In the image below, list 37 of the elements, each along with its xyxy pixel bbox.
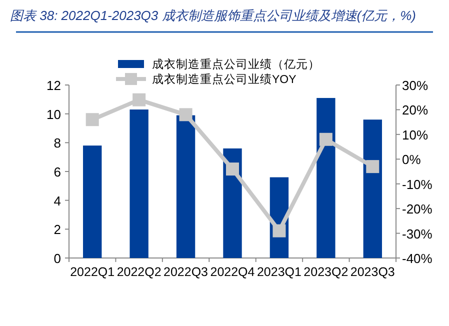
x-tick-label: 2022Q2: [116, 265, 162, 279]
y-tick-label: 10: [46, 106, 61, 122]
y2-tick-label: -40%: [402, 251, 433, 266]
point: [366, 160, 380, 174]
y-tick-label: 6: [54, 164, 61, 180]
y2-tick-label: 10%: [402, 127, 428, 142]
point: [132, 93, 146, 106]
bar: [176, 115, 196, 258]
y2-tick-label: -20%: [402, 202, 433, 217]
chart-title: 图表 38: 2022Q1-2023Q3 成衣制造服饰重点公司业绩及增速(亿元，%): [10, 8, 416, 23]
bar: [130, 110, 148, 258]
y2-tick-label: 0%: [402, 152, 422, 168]
y-tick-label: 8: [54, 136, 61, 151]
legend-label: 成衣制造重点公司业绩YOY: [152, 72, 297, 86]
x-tick-label: 2023Q1: [256, 265, 302, 279]
y-tick-label: 0: [54, 251, 61, 266]
y2-tick-label: 20%: [402, 102, 428, 118]
x-tick-label: 2022Q1: [70, 265, 115, 279]
y-tick-label: 12: [46, 78, 61, 93]
x-tick-label: 2023Q2: [304, 265, 348, 279]
y2-tick-label: 30%: [402, 78, 428, 93]
y-tick-label: 2: [54, 222, 61, 238]
point: [226, 162, 239, 176]
y2-tick-label: -30%: [402, 226, 433, 242]
y-tick-label: 4: [54, 193, 61, 208]
legend-label: 成衣制造重点公司业绩（亿元）: [152, 57, 320, 71]
bar: [83, 146, 102, 258]
point: [86, 113, 99, 126]
y2-tick-label: -10%: [402, 176, 433, 192]
x-tick-label: 2022Q3: [164, 265, 208, 279]
point: [319, 132, 332, 146]
x-tick-label: 2023Q3: [350, 265, 395, 279]
bar: [363, 120, 382, 258]
x-tick-label: 2022Q4: [210, 265, 255, 279]
point: [179, 108, 192, 122]
point: [272, 224, 286, 238]
bar: [316, 98, 336, 258]
